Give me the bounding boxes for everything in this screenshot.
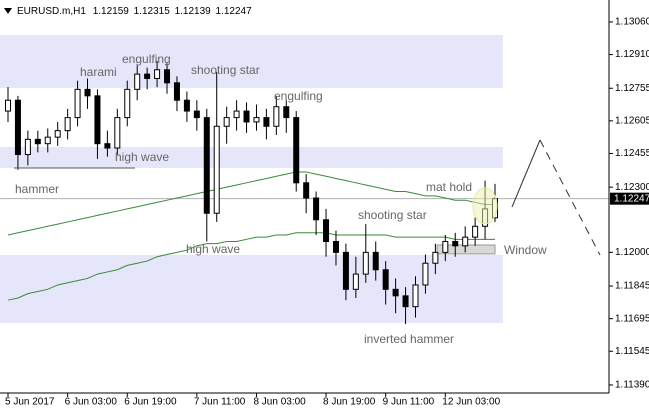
candle-body — [223, 117, 230, 127]
candle-body — [283, 106, 290, 119]
annotation: high wave — [115, 150, 169, 164]
candle-body — [372, 251, 379, 271]
candle-body — [164, 69, 171, 84]
candle-body — [124, 88, 131, 119]
header-high: 1.12315 — [134, 6, 171, 17]
candle-body — [24, 138, 31, 156]
candle-body — [313, 197, 320, 221]
candle-body — [452, 240, 459, 247]
y-tick-label: 1.11390 — [615, 380, 649, 391]
y-tick-label: 1.11845 — [615, 281, 649, 292]
x-tick-label: 7 Jun 11:00 — [194, 397, 246, 408]
support-resistance-zone — [0, 254, 503, 324]
candle-body — [462, 236, 469, 247]
mat-hold-highlight — [472, 187, 498, 225]
candle-body — [293, 117, 300, 184]
x-tick-label: 6 Jun 03:00 — [65, 397, 118, 408]
candle-body — [94, 95, 101, 145]
candle-body — [233, 110, 240, 119]
zones-layer — [0, 34, 503, 324]
candle-body — [154, 69, 161, 79]
candle-body — [183, 99, 190, 112]
x-tick-label: 12 Jun 03:00 — [442, 397, 500, 408]
last-price-box — [610, 192, 649, 205]
moving-average — [7, 171, 495, 236]
candle-body — [442, 240, 449, 253]
last-price-label: 1.12247 — [614, 193, 649, 204]
candle-body — [134, 73, 141, 90]
candle-body — [273, 106, 280, 127]
header-low: 1.12139 — [175, 6, 212, 17]
candle-body — [5, 99, 11, 112]
y-tick-label: 1.13060 — [615, 17, 649, 28]
support-resistance-zone — [0, 34, 503, 89]
candle-body — [173, 82, 180, 101]
candle-body — [303, 182, 310, 199]
candle-body — [382, 269, 389, 290]
candle-body — [54, 130, 61, 138]
candle-body — [213, 125, 220, 214]
candle-body — [44, 136, 51, 145]
annotation: shooting star — [191, 63, 260, 77]
candle-body — [402, 295, 409, 308]
moving-average — [7, 232, 495, 301]
candle-body — [253, 117, 260, 123]
support-resistance-zone — [0, 146, 503, 169]
annotation: harami — [80, 65, 117, 79]
x-tick-label: 8 Jun 19:00 — [323, 397, 376, 408]
x-tick-label: 5 Jun 2017 — [5, 397, 55, 408]
candle-body — [104, 143, 111, 149]
header-open: 1.12159 — [93, 6, 130, 17]
annotation: engulfing — [122, 52, 171, 66]
symbol: EURUSD.m,H1 — [17, 6, 86, 17]
annotation: engulfing — [274, 89, 323, 103]
candle-body — [193, 110, 200, 119]
candle-body — [362, 251, 369, 275]
forecast-up — [511, 139, 541, 208]
candle-body — [144, 73, 151, 79]
candle-body — [342, 251, 349, 290]
candle-body — [243, 110, 250, 123]
candle-body — [74, 88, 81, 119]
symbol-icon — [4, 8, 12, 14]
y-tick-label: 1.12910 — [615, 49, 649, 60]
header-close: 1.12247 — [216, 6, 253, 17]
candle-body — [422, 262, 429, 286]
y-tick-label: 1.12455 — [615, 148, 649, 159]
annotation: Window — [504, 243, 547, 257]
x-tick-label: 9 Jun 11:00 — [383, 397, 435, 408]
candle-body — [84, 88, 91, 97]
forecast-down — [539, 139, 601, 256]
candle-body — [472, 225, 479, 238]
candle-body — [14, 99, 21, 156]
annotation: hammer — [15, 182, 59, 196]
y-tick-label: 1.11545 — [615, 346, 649, 357]
candle-body — [432, 251, 439, 264]
candle-body — [114, 117, 121, 149]
candle-body — [263, 117, 270, 127]
annotation: mat hold — [426, 180, 472, 194]
annotation: shooting star — [358, 208, 427, 222]
y-tick-label: 1.12605 — [615, 115, 649, 126]
candle-body — [392, 288, 399, 297]
candle-body — [34, 138, 41, 145]
annotation: inverted hammer — [364, 332, 454, 346]
candle-body — [64, 117, 71, 132]
candle-body — [323, 219, 330, 242]
x-tick-label: 6 Jun 19:00 — [124, 397, 177, 408]
y-tick-label: 1.12000 — [615, 247, 649, 258]
y-tick-label: 1.12755 — [615, 83, 649, 94]
annotation: high wave — [186, 242, 240, 256]
candle-body — [412, 284, 419, 308]
candle-body — [203, 117, 210, 214]
candle-body — [352, 273, 359, 290]
y-tick-label: 1.12300 — [615, 182, 649, 193]
x-tick-label: 8 Jun 03:00 — [253, 397, 306, 408]
chart-header: EURUSD.m,H1 1.12159 1.12315 1.12139 1.12… — [17, 6, 252, 17]
candle-body — [332, 240, 339, 253]
y-tick-label: 1.11695 — [615, 313, 649, 324]
